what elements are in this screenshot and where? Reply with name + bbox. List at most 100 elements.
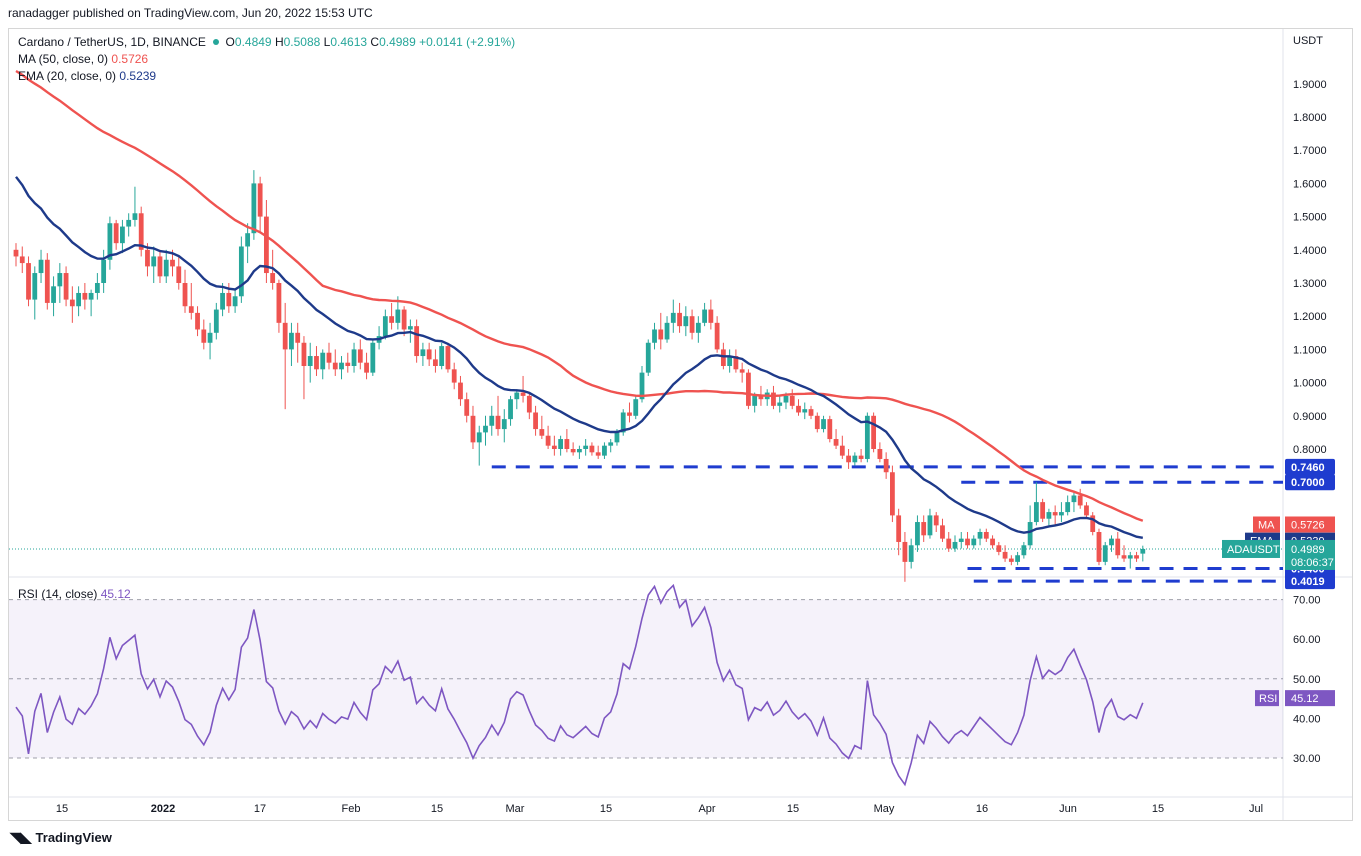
time-tick-label: Feb (342, 803, 361, 815)
candle-body (983, 532, 989, 539)
candle-body (307, 356, 313, 366)
candle-body (220, 292, 225, 310)
candle-body (526, 395, 532, 413)
time-tick-label: 15 (787, 803, 799, 815)
symbol-legend: Cardano / TetherUS, 1D, BINANCE O0.4849 … (18, 35, 515, 49)
candle-body (295, 332, 301, 343)
candle-body (933, 515, 939, 526)
candle-body (213, 309, 219, 333)
ema-legend-value: 0.5239 (119, 69, 157, 83)
price-tick-label: 1.5000 (1293, 212, 1327, 224)
candle-body (188, 306, 194, 313)
rsi-tick-label: 60.00 (1293, 634, 1321, 646)
candle-body (1040, 502, 1046, 519)
candle-body (545, 435, 551, 446)
candle-body (977, 532, 983, 539)
candle-body (483, 425, 488, 433)
candle-body (752, 395, 758, 406)
tradingview-logo[interactable]: ◥◣ TradingView (10, 829, 112, 846)
ema-legend[interactable]: EMA (20, close, 0) 0.5239 (18, 69, 156, 83)
candle-body (589, 445, 595, 453)
candle-body (170, 259, 175, 267)
candle-body (702, 309, 707, 323)
ma-legend-label: MA (50, close, 0) (18, 52, 109, 66)
candle-body (940, 525, 945, 539)
candle-body (908, 545, 914, 562)
candle-body (151, 256, 157, 267)
candle-body (1015, 555, 1020, 562)
rsi-legend[interactable]: RSI (14, close) 45.12 (18, 587, 131, 601)
candle-body (695, 322, 701, 333)
level-badge-label: 0.4019 (1291, 576, 1325, 588)
time-tick-label: Jul (1249, 803, 1263, 815)
candle-body (1052, 512, 1058, 516)
price-axis-title: USDT (1293, 35, 1323, 47)
candle-body (157, 256, 163, 277)
candle-body (1134, 555, 1139, 559)
candle-body (113, 223, 119, 244)
candle-body (902, 541, 908, 562)
candle-body (514, 392, 520, 400)
candle-body (1077, 495, 1083, 506)
candle-body (370, 342, 376, 373)
candle-body (1090, 515, 1096, 532)
candle-body (915, 522, 920, 546)
candle-body (69, 299, 75, 307)
candle-body (683, 316, 689, 327)
candle-body (314, 356, 319, 370)
candle-body (639, 372, 645, 400)
candle-body (276, 283, 282, 323)
candle-body (996, 545, 1002, 552)
candle-body (783, 395, 789, 403)
candle-body (670, 312, 676, 323)
candle-body (746, 372, 751, 406)
candle-body (739, 369, 745, 373)
level-badge-label: 0.7000 (1291, 477, 1325, 489)
candle-body (289, 332, 294, 350)
candle-body (19, 256, 25, 264)
candle-body (351, 349, 357, 366)
tradingview-logo-text: TradingView (35, 830, 112, 845)
price-tick-label: 0.9000 (1293, 411, 1327, 423)
candle-body (883, 458, 889, 473)
candle-body (251, 183, 257, 234)
candle-body (101, 259, 107, 283)
rsi-badge-tag (1255, 690, 1279, 707)
time-tick-label: Jun (1059, 803, 1077, 815)
tradingview-logo-icon: ◥◣ (10, 829, 32, 845)
candle-body (232, 296, 238, 307)
candle-body (495, 415, 501, 430)
candle-body (1096, 532, 1102, 562)
candle-body (652, 329, 657, 343)
candle-body (13, 249, 19, 257)
time-tick-label: Apr (698, 803, 715, 815)
rsi-tick-label: 70.00 (1293, 595, 1321, 607)
candle-body (501, 419, 507, 430)
candle-body (345, 362, 351, 366)
candle-body (238, 246, 244, 297)
candle-body (533, 412, 538, 430)
candle-body (339, 362, 344, 370)
candle-body (1084, 505, 1089, 516)
candle-body (464, 399, 470, 416)
candle-body (270, 273, 276, 283)
candle-body (264, 216, 269, 274)
open-value: 0.4849 (234, 35, 272, 49)
symbol-name[interactable]: Cardano / TetherUS, 1D, BINANCE (18, 35, 206, 49)
candle-body (382, 316, 388, 337)
candle-body (608, 442, 614, 446)
candle-body (595, 452, 601, 456)
price-tick-label: 1.4000 (1293, 245, 1327, 257)
candle-body (426, 349, 432, 360)
candle-body (63, 273, 69, 300)
rsi-tick-label: 30.00 (1293, 753, 1321, 765)
candle-body (132, 213, 138, 220)
ma-legend[interactable]: MA (50, close, 0) 0.5726 (18, 52, 148, 66)
candle-body (226, 292, 232, 307)
candle-body (771, 392, 776, 406)
candle-body (138, 213, 144, 250)
candle-body (82, 292, 88, 300)
candle-body (26, 263, 31, 300)
candle-body (1071, 495, 1077, 503)
